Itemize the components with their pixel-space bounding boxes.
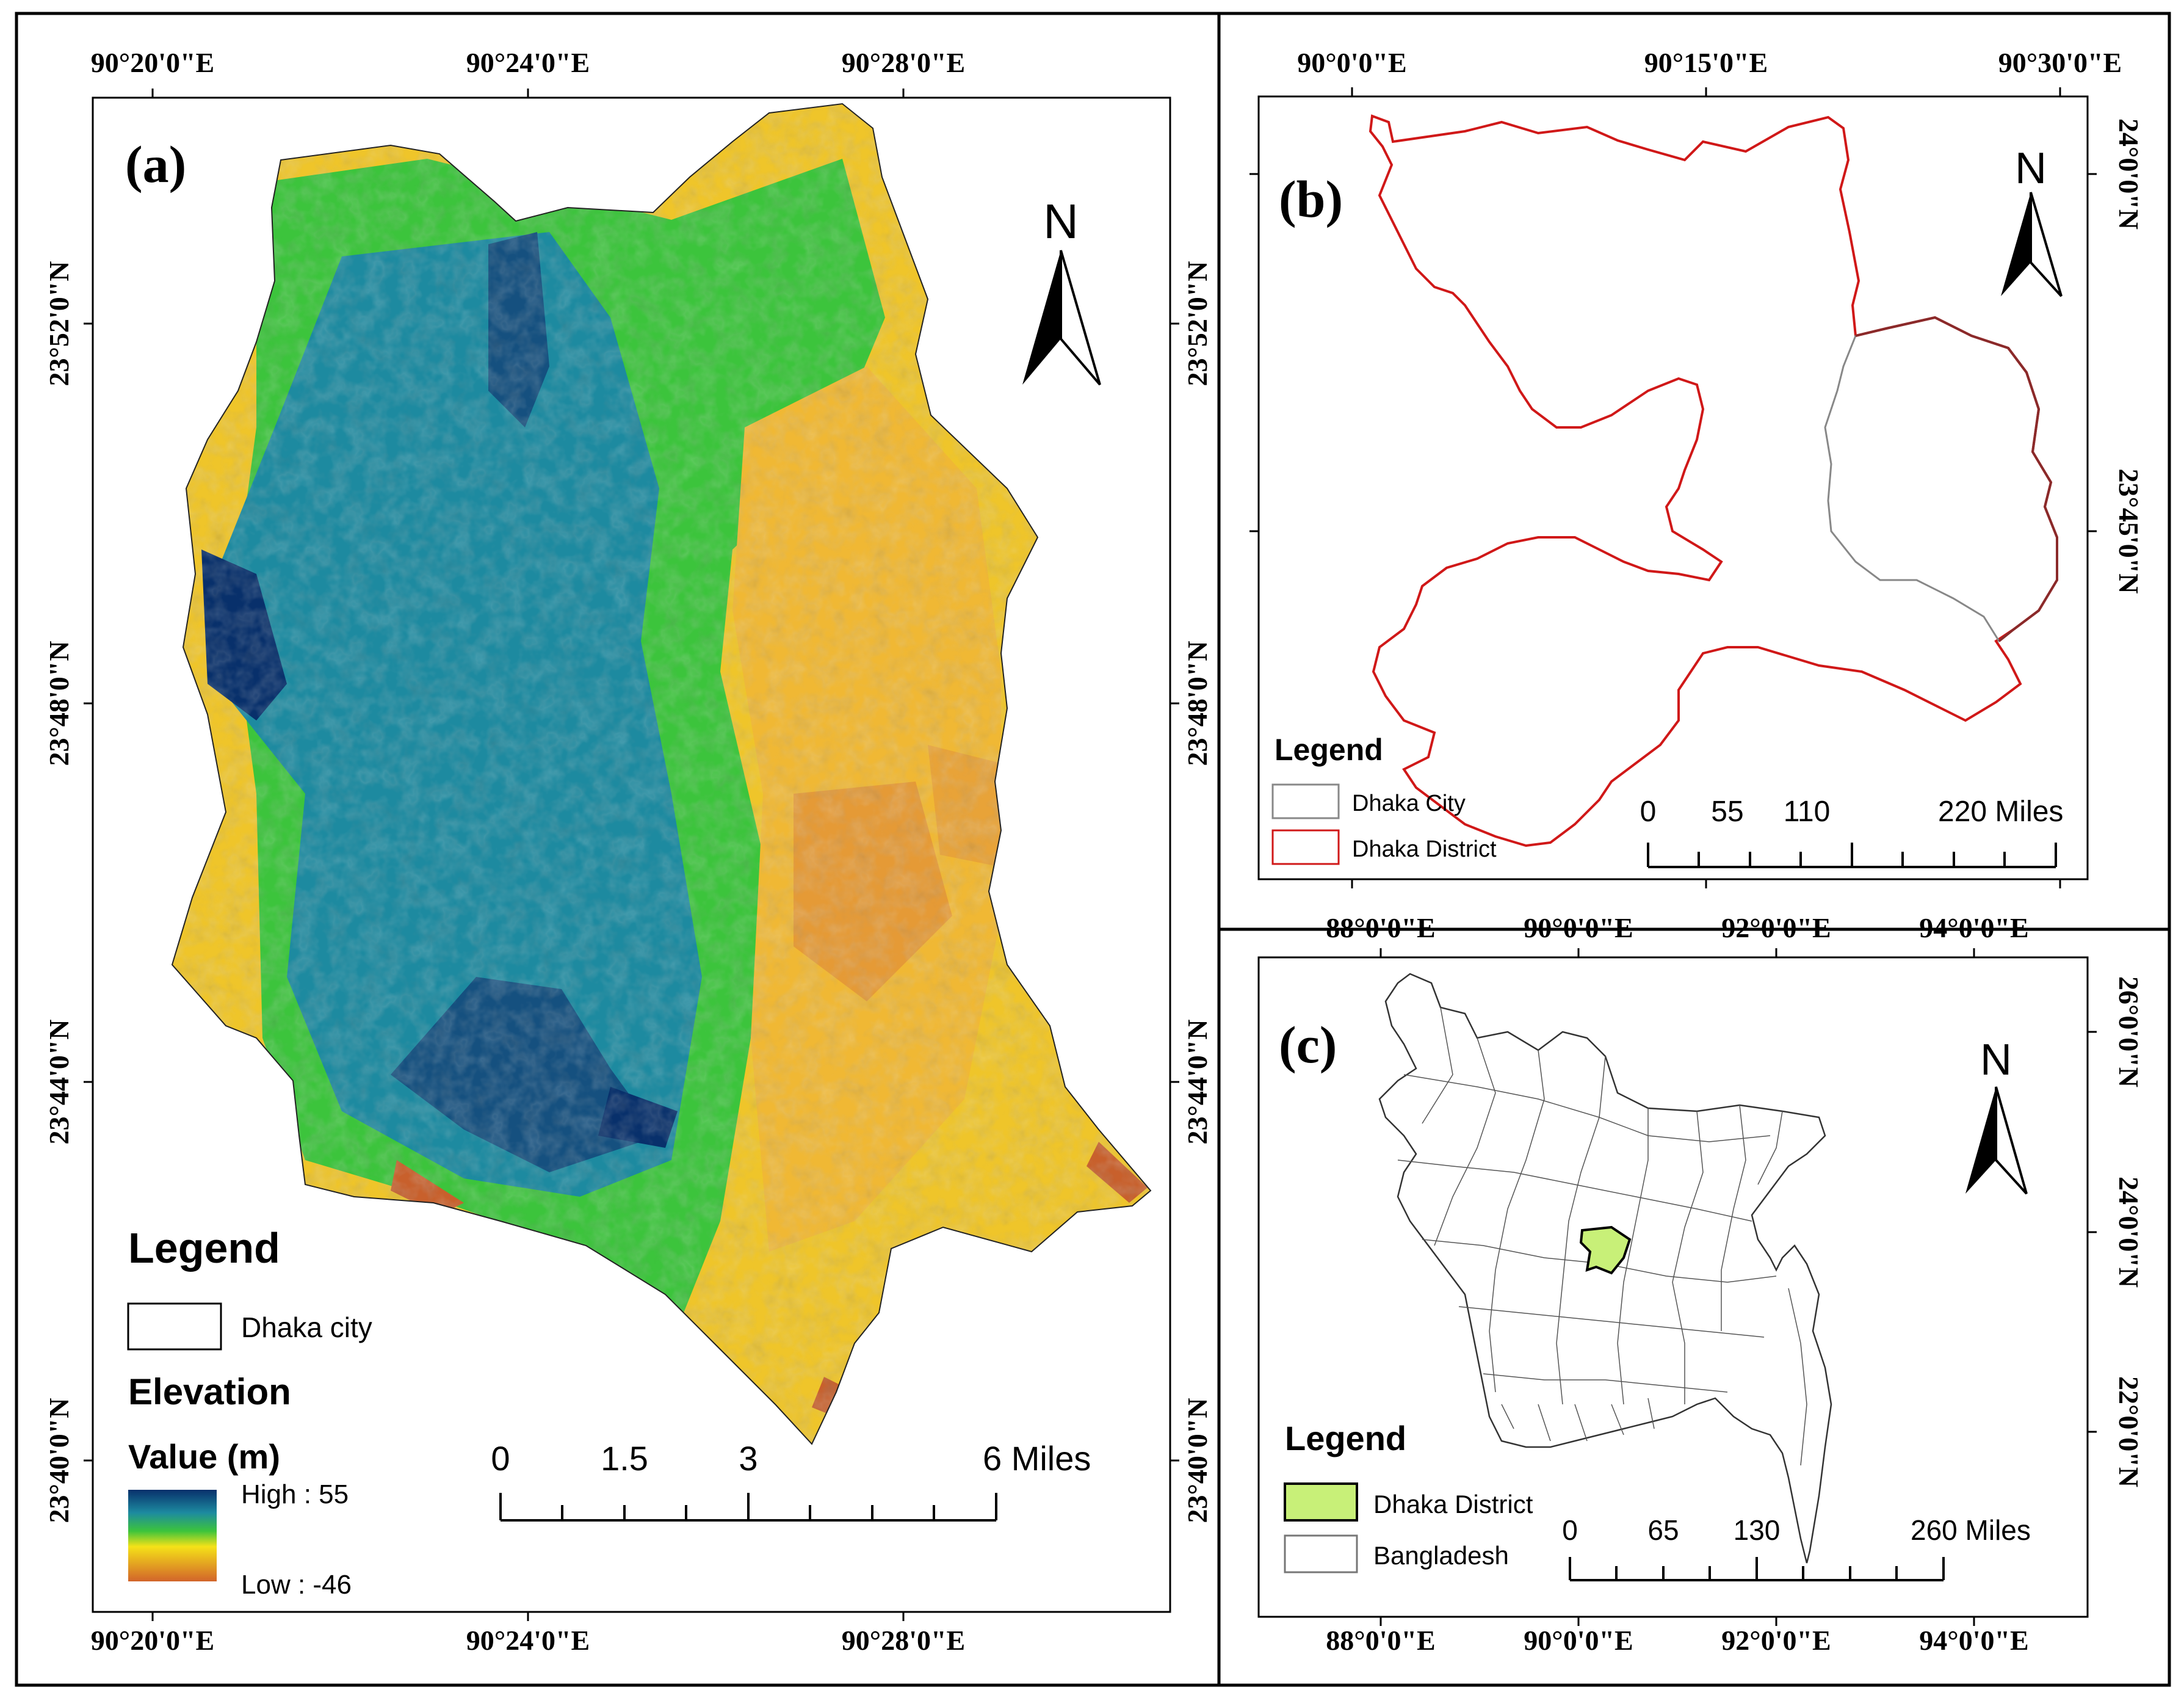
panel-a: 90°20'0"E 90°24'0"E 90°28'0"E 90°20'0"E …: [15, 12, 1221, 1687]
legend-b: Legend Dhaka City Dhaka District: [1271, 733, 1497, 865]
lon-tick-a-bottom-0: 90°20'0"E: [91, 1625, 214, 1656]
legend-title-a: Legend: [128, 1224, 280, 1272]
dhaka-district-highlight: [1579, 1225, 1632, 1275]
lat-tick-c-1: 24°0'0"N: [2113, 1177, 2144, 1288]
lat-tick-b-0: 24°0'0"N: [2113, 118, 2144, 230]
lat-tick-b-1: 23°45'0"N: [2113, 469, 2144, 594]
internal-district-lines: [1397, 1007, 1807, 1466]
scale-b-label-3: 220 Miles: [1938, 796, 2063, 828]
legend-title-c: Legend: [1285, 1419, 1406, 1457]
lat-tick-a-3: 23°40'0"N: [43, 1398, 74, 1523]
north-arrow-c: N: [1965, 1036, 2028, 1195]
lon-tick-c-bottom-3: 94°0'0"E: [1919, 1625, 2028, 1656]
scale-b-label-0: 0: [1640, 796, 1657, 828]
lon-tick-a-bottom-2: 90°28'0"E: [842, 1625, 965, 1656]
scale-bar-a: 0 1.5 3 6 Miles: [491, 1439, 1091, 1522]
legend-value-title: Value (m): [128, 1437, 280, 1476]
lon-tick-b-0: 90°0'0"E: [1297, 47, 1406, 78]
scale-a-label-1: 1.5: [601, 1439, 648, 1478]
lat-tick-left-b-1: 23°48'0"N: [1182, 641, 1213, 766]
map-frame-b: [1257, 95, 2089, 880]
lat-tick-left-c-1: 23°40'0"N: [1182, 1398, 1213, 1523]
north-label-c: N: [1980, 1036, 2012, 1084]
lat-tick-a-2: 23°44'0"N: [43, 1020, 74, 1145]
lon-tick-c-top-3: 94°0'0"E: [1919, 912, 2028, 943]
ticks-a: [84, 89, 1179, 1621]
legend-swatch-district-c: [1284, 1482, 1358, 1522]
scale-a-label-3: 6 Miles: [983, 1439, 1091, 1478]
scale-c-label-1: 65: [1647, 1514, 1679, 1546]
legend-label-city-b: Dhaka City: [1352, 791, 1466, 816]
dhaka-district-outline-b: [1369, 114, 2058, 847]
scale-c-label-2: 130: [1734, 1514, 1781, 1546]
lon-tick-c-top-1: 90°0'0"E: [1524, 912, 1633, 943]
lon-tick-c-bottom-1: 90°0'0"E: [1524, 1625, 1633, 1656]
lat-tick-c-2: 22°0'0"N: [2113, 1376, 2144, 1487]
ticks-b: [1249, 87, 2097, 888]
panel-tag-c: (c): [1279, 1015, 1337, 1074]
legend-swatch-country-c: [1284, 1534, 1358, 1573]
elevation-color-ramp: [128, 1490, 217, 1581]
dhaka-city-boundary: [171, 103, 1152, 1445]
scale-b-label-2: 110: [1784, 796, 1831, 828]
lon-tick-c-top-0: 88°0'0"E: [1326, 912, 1435, 943]
scale-a-label-2: 3: [739, 1439, 758, 1478]
scale-a-label-0: 0: [491, 1439, 510, 1478]
scale-b-label-1: 55: [1711, 796, 1743, 828]
legend-elevation-title: Elevation: [128, 1371, 291, 1412]
lon-tick-c-bottom-0: 88°0'0"E: [1326, 1625, 1435, 1656]
lat-tick-a-0: 23°52'0"N: [43, 261, 74, 386]
shared-boundary-b: [1855, 316, 2058, 642]
legend-c: Legend Dhaka District Bangladesh: [1284, 1419, 1533, 1573]
lat-tick-c-0: 26°0'0"N: [2113, 976, 2144, 1087]
legend-swatch-city-a: [127, 1302, 222, 1351]
legend-label-country-c: Bangladesh: [1373, 1541, 1509, 1570]
lon-tick-a-top-0: 90°20'0"E: [91, 47, 214, 78]
elevation-high-label: High : 55: [241, 1479, 349, 1509]
bangladesh-map: [1378, 973, 1832, 1564]
legend-label-district-b: Dhaka District: [1352, 836, 1497, 862]
lon-tick-c-top-2: 92°0'0"E: [1721, 912, 1831, 943]
scale-bar-b: 0 55 110 220 Miles: [1640, 796, 2063, 868]
panel-c: 88°0'0"E 90°0'0"E 92°0'0"E 94°0'0"E 88°0…: [1217, 912, 2171, 1687]
legend-swatch-district-b: [1271, 829, 1340, 865]
lon-tick-c-bottom-2: 92°0'0"E: [1721, 1625, 1831, 1656]
lon-tick-a-top-1: 90°24'0"E: [466, 47, 590, 78]
lat-tick-left-c-0: 23°44'0"N: [1182, 1020, 1213, 1145]
ticks-c: [1379, 948, 2097, 1626]
panel-b: 90°0'0"E 90°15'0"E 90°30'0"E 24°0'0"N 23…: [1217, 12, 2171, 931]
legend-a: Legend Dhaka city Elevation Value (m) Hi…: [127, 1224, 372, 1600]
legend-label-city-a: Dhaka city: [241, 1312, 372, 1343]
scale-bar-c: 0 65 130 260 Miles: [1562, 1514, 2031, 1581]
north-label-a: N: [1043, 194, 1079, 249]
lat-tick-a-1: 23°48'0"N: [43, 641, 74, 766]
panel-tag-b: (b): [1279, 170, 1343, 228]
scale-c-label-0: 0: [1562, 1514, 1578, 1546]
lat-tick-left-b-0: 23°52'0"N: [1182, 261, 1213, 386]
legend-title-b: Legend: [1275, 733, 1383, 767]
lon-tick-a-top-2: 90°28'0"E: [842, 47, 965, 78]
north-label-b: N: [2015, 144, 2047, 193]
lon-tick-b-2: 90°30'0"E: [1998, 47, 2122, 78]
legend-swatch-city-b: [1271, 783, 1340, 819]
north-arrow-b: N: [2001, 144, 2063, 297]
outer-frame-c: [1217, 927, 2171, 1687]
scale-c-label-3: 260 Miles: [1911, 1514, 2031, 1546]
north-arrow-a: N: [1022, 194, 1101, 386]
lon-tick-a-bottom-1: 90°24'0"E: [466, 1625, 590, 1656]
legend-label-district-c: Dhaka District: [1373, 1490, 1533, 1518]
lon-tick-b-1: 90°15'0"E: [1644, 47, 1768, 78]
panel-tag-a: (a): [125, 135, 186, 194]
elevation-low-label: Low : -46: [241, 1570, 352, 1600]
